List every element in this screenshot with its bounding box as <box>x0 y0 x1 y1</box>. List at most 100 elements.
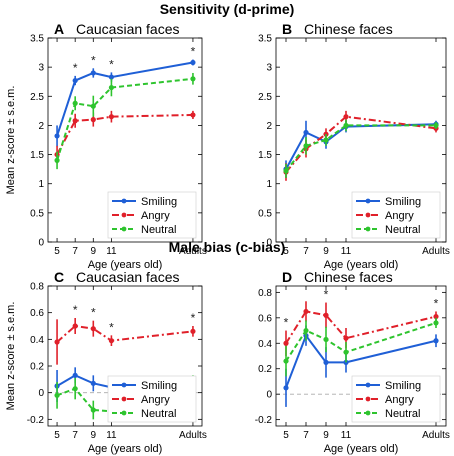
plot-frame <box>275 37 447 243</box>
series-line <box>56 381 194 413</box>
legend-marker <box>365 212 371 218</box>
data-point <box>72 323 78 329</box>
data-point <box>190 76 196 82</box>
panel-title: Chinese faces <box>304 21 393 37</box>
data-point <box>108 114 115 120</box>
data-point <box>283 385 289 391</box>
panel-title: Caucasian faces <box>76 269 180 285</box>
x-axis-label: Age (years old) <box>324 259 399 271</box>
legend-marker <box>365 396 371 402</box>
y-tick-label: 3.5 <box>30 34 44 45</box>
legend-label: Smiling <box>385 196 421 208</box>
x-tick-label: 5 <box>283 246 289 257</box>
data-point <box>323 137 329 143</box>
legend-label: Angry <box>141 394 170 406</box>
data-point <box>54 392 60 398</box>
legend: Smiling Angry Neutral <box>107 375 197 423</box>
data-point <box>433 313 439 320</box>
plot-frame <box>47 285 203 427</box>
data-point <box>283 340 289 346</box>
data-point <box>108 74 115 80</box>
panel-title: Caucasian faces <box>76 21 180 37</box>
x-axis-label: Age (years old) <box>88 443 163 455</box>
x-tick-label: 9 <box>91 246 97 257</box>
data-point <box>283 358 289 364</box>
legend: Smiling Angry Neutral <box>351 375 441 423</box>
significance-marker: * <box>91 306 96 320</box>
data-point <box>72 372 78 378</box>
series-angry <box>54 110 196 164</box>
legend-label: Neutral <box>385 224 420 236</box>
x-tick-label: 11 <box>106 246 117 257</box>
panel-b: B Chinese faces 0 0.5 1 1.5 2 2.5 3 3.5 5 7 9 11 Adult… <box>258 21 450 271</box>
y-tick-label: 3 <box>38 63 44 74</box>
series-neutral <box>54 72 196 170</box>
x-tick-label: 7 <box>303 430 309 441</box>
x-tick-label: Adults <box>179 430 207 441</box>
data-point <box>433 122 439 129</box>
data-point <box>190 112 196 118</box>
legend-marker <box>365 198 371 204</box>
data-point <box>72 77 78 84</box>
significance-marker: * <box>91 53 96 67</box>
x-tick-label: 9 <box>323 430 329 441</box>
legend-label: Angry <box>385 394 414 406</box>
y-tick-label: 0 <box>266 390 272 401</box>
series-neutral <box>283 119 439 178</box>
x-tick-label: 5 <box>283 430 289 441</box>
panel-label: D <box>282 269 292 285</box>
legend: Smiling Angry Neutral <box>351 191 441 239</box>
plot-frame <box>47 37 203 243</box>
y-axis-label: Mean z-score ± s.e.m. <box>5 86 17 195</box>
data-point <box>303 327 309 334</box>
data-point <box>323 336 329 343</box>
x-tick-label: 5 <box>54 430 60 441</box>
significance-marker: * <box>73 61 78 75</box>
panel-label: C <box>54 269 64 285</box>
significance-marker: * <box>109 57 114 71</box>
data-point <box>323 359 329 365</box>
legend: Smiling Angry Neutral <box>107 191 197 239</box>
series-line <box>285 321 437 362</box>
data-point <box>433 320 439 326</box>
data-point <box>90 407 96 413</box>
significance-marker: * <box>434 296 439 310</box>
data-point <box>90 70 96 76</box>
significance-marker: * <box>324 288 329 302</box>
data-point <box>90 380 96 386</box>
data-point <box>72 118 78 124</box>
data-point <box>90 103 96 109</box>
section-title-male-bias: Male bias (c-bias) <box>169 239 286 255</box>
data-point <box>323 312 329 318</box>
x-tick-label: 5 <box>54 246 60 257</box>
plot-frame <box>275 285 447 427</box>
y-tick-label: 3.5 <box>258 34 272 45</box>
y-tick-label: -0.2 <box>27 415 45 426</box>
y-tick-label: 2 <box>38 121 44 132</box>
y-tick-label: 0.2 <box>258 364 272 375</box>
significance-marker: * <box>73 303 78 317</box>
legend-label: Neutral <box>141 224 176 236</box>
data-point <box>90 117 96 123</box>
x-tick-label: Adults <box>422 430 450 441</box>
data-point <box>303 129 309 136</box>
y-tick-label: 1 <box>38 179 44 190</box>
chart-panels: A Caucasian faces 0 0.5 1 1.5 2 2.5 3 3.5 5 7 9 11 Adu… <box>5 21 450 455</box>
panel-c: C Caucasian faces -0.2 0 0.2 0.4 0.6 0.8 5 7 9 11 Ad… <box>5 269 207 455</box>
significance-marker: * <box>284 316 289 330</box>
data-point <box>433 338 439 344</box>
y-tick-label: 0 <box>266 238 272 249</box>
legend-marker <box>365 226 371 232</box>
data-point <box>90 326 96 332</box>
x-tick-label: 9 <box>91 430 97 441</box>
series-line <box>56 324 194 343</box>
legend-marker <box>121 396 127 402</box>
y-tick-label: 0.2 <box>30 362 44 373</box>
data-point <box>343 335 349 341</box>
series-smiling <box>54 59 196 147</box>
panel-d: D Chinese faces -0.2 0 0.2 0.4 0.6 0.8 5 7 9 11 Adul… <box>255 269 450 455</box>
y-tick-label: 0 <box>38 238 44 249</box>
data-point <box>190 328 196 334</box>
x-tick-label: 7 <box>303 246 309 257</box>
y-tick-label: 3 <box>266 63 272 74</box>
